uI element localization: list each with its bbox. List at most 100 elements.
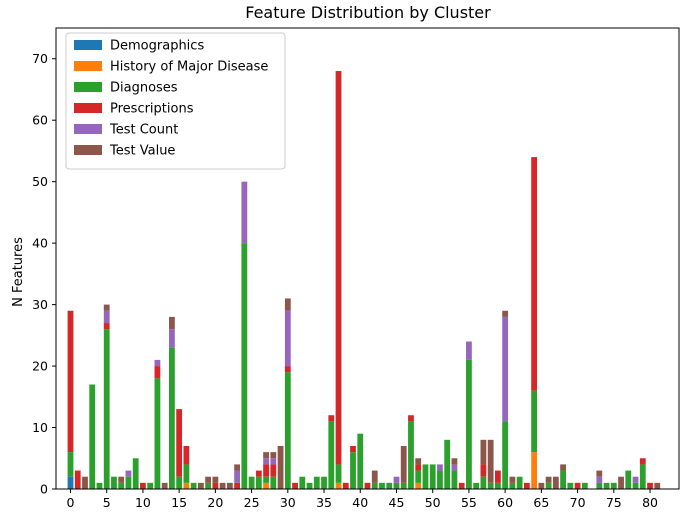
bar-segment — [480, 476, 487, 489]
bar-segment — [212, 482, 219, 489]
bar-segment — [371, 470, 378, 483]
legend-label: Test Value — [109, 144, 175, 159]
y-tick-label: 70 — [32, 51, 48, 66]
bar-segment — [531, 390, 538, 453]
bar-segment — [234, 464, 241, 471]
x-tick-label: 75 — [606, 495, 622, 510]
bar-segment — [371, 482, 378, 489]
legend-label: Test Count — [109, 123, 178, 138]
bar-segment — [335, 482, 342, 489]
bar-segment — [451, 464, 458, 471]
bar-segment — [487, 439, 494, 483]
x-tick-label: 0 — [67, 495, 75, 510]
bar-segment — [335, 464, 342, 483]
bar-segment — [183, 482, 190, 489]
bar-segment — [596, 470, 603, 477]
legend-swatch — [74, 103, 102, 113]
legend-frame — [65, 32, 286, 170]
bar-segment — [560, 470, 566, 489]
bar-segment — [328, 415, 335, 422]
bar-segment — [379, 482, 385, 489]
bar-segment — [183, 445, 190, 465]
bar-segment — [292, 482, 298, 489]
bar-segment — [531, 157, 538, 391]
bar-segment — [103, 304, 110, 311]
bar-segment — [545, 476, 552, 483]
bar-segment — [502, 316, 509, 422]
bar-segment — [219, 482, 226, 489]
legend-swatch — [74, 82, 102, 92]
bar-segment — [495, 470, 501, 483]
x-tick-label: 20 — [207, 495, 223, 510]
bar-segment — [364, 482, 371, 489]
bar-segment — [639, 464, 646, 489]
bar-segment — [255, 476, 262, 489]
bar-segment — [197, 482, 204, 489]
bar-segment — [277, 445, 284, 489]
bar-segment — [321, 476, 327, 489]
bar-segment — [357, 433, 364, 489]
bar-segment — [306, 482, 313, 489]
bar-segment — [96, 482, 103, 489]
bar-segment — [509, 476, 516, 483]
bar-segment — [284, 372, 291, 489]
y-tick-label: 10 — [32, 420, 48, 435]
bar-segment — [154, 359, 161, 367]
bar-segment — [335, 71, 342, 465]
bar-segment — [502, 310, 509, 317]
bar-segment — [625, 470, 632, 489]
y-tick-label: 50 — [32, 174, 48, 189]
bar-segment — [212, 476, 219, 483]
bar-segment — [502, 421, 509, 489]
bar-segment — [234, 470, 241, 483]
bar-segment — [393, 482, 400, 489]
bar-segment — [415, 470, 422, 483]
bar-segment — [437, 464, 443, 471]
bar-segment — [234, 482, 241, 489]
bar-segment — [67, 310, 74, 453]
bar-segment — [270, 452, 277, 459]
x-tick-label: 80 — [642, 495, 658, 510]
bar-segment — [67, 452, 74, 477]
bar-segment — [111, 476, 117, 489]
bar-segment — [176, 476, 183, 489]
bar-segment — [567, 482, 574, 489]
bar-segment — [89, 384, 96, 489]
bar-segment — [560, 464, 566, 471]
x-tick-label: 45 — [389, 495, 405, 510]
bar-segment — [647, 482, 653, 489]
bar-segment — [415, 482, 422, 489]
legend-label: History of Major Disease — [110, 60, 268, 75]
bar-segment — [169, 316, 175, 330]
bar-segment — [531, 452, 538, 489]
bar-segment — [125, 470, 132, 477]
legend: Demographics History of Major Disease Diag… — [65, 32, 286, 170]
bar-segment — [118, 482, 125, 489]
bar-segment — [458, 482, 465, 489]
bar-segment — [552, 476, 559, 489]
bar-segment — [574, 482, 581, 489]
bar-segment — [205, 476, 212, 483]
y-tick-label: 0 — [40, 482, 48, 497]
bar-segment — [618, 476, 624, 489]
bar-segment — [393, 476, 400, 483]
legend-label: Diagnoses — [110, 81, 178, 96]
legend-swatch — [74, 61, 102, 71]
bar-segment — [415, 458, 422, 465]
legend-swatch — [74, 145, 102, 155]
bar-segment — [248, 476, 255, 489]
bar-segment — [226, 482, 233, 489]
x-tick-label: 65 — [533, 495, 549, 510]
y-tick-label: 30 — [32, 297, 48, 312]
x-tick-label: 30 — [280, 495, 296, 510]
bar-segment — [639, 458, 646, 465]
bar-segment — [466, 341, 472, 360]
x-tick-label: 60 — [497, 495, 513, 510]
bar-segment — [74, 470, 81, 489]
bar-segment — [205, 482, 212, 489]
plot-frame — [55, 27, 680, 490]
bar-segment — [596, 482, 603, 489]
bar-segment — [169, 347, 175, 489]
bar-segment — [263, 476, 269, 483]
bar-segment — [328, 421, 335, 489]
